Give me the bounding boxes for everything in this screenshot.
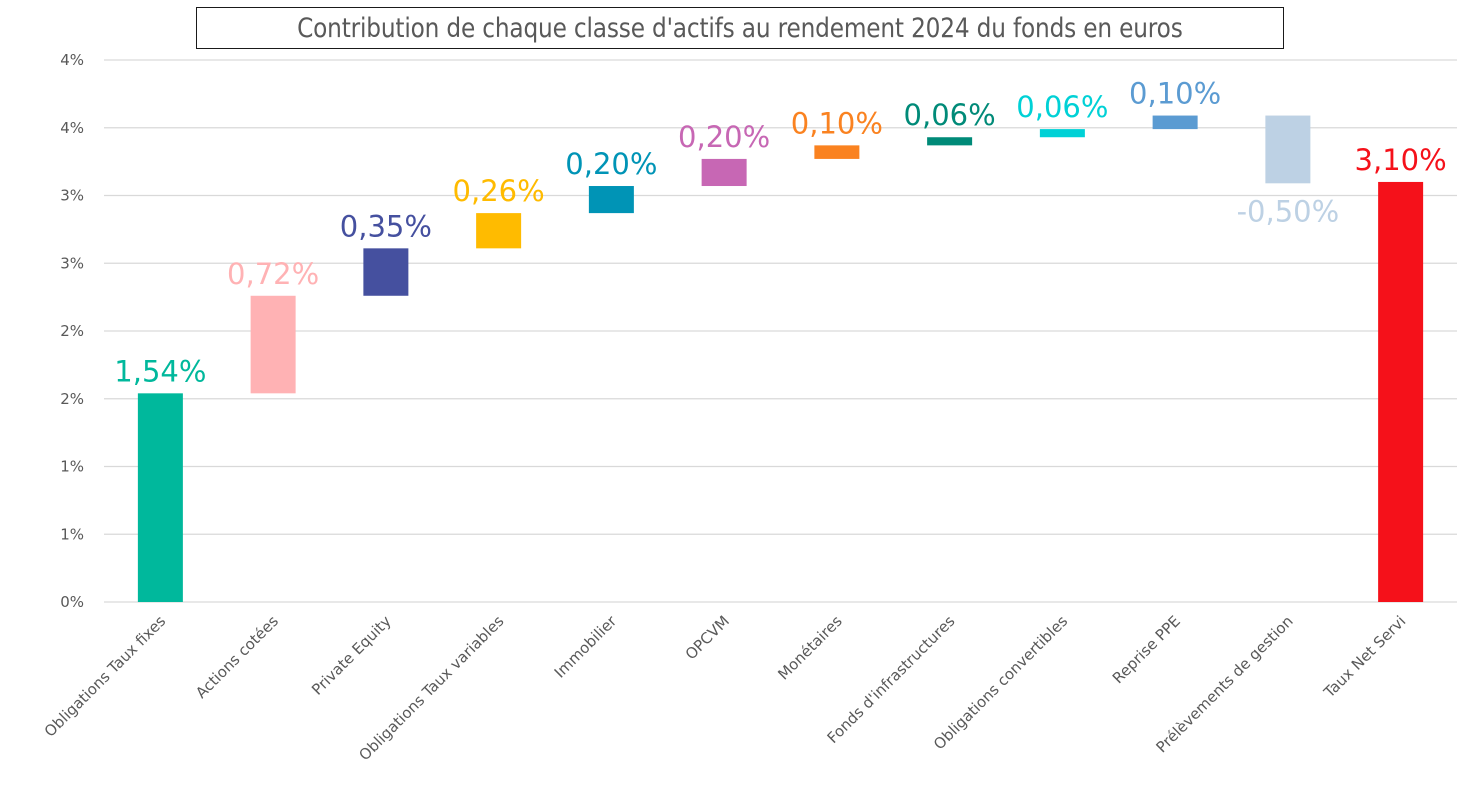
chart-title: Contribution de chaque classe d'actifs a… bbox=[297, 12, 1183, 44]
data-label: 0,20% bbox=[678, 120, 770, 154]
bars bbox=[137, 115, 1424, 602]
bar-11 bbox=[1265, 115, 1311, 184]
data-label: 0,10% bbox=[1129, 77, 1221, 111]
data-label: 3,10% bbox=[1355, 143, 1447, 177]
y-tick-label: 4% bbox=[60, 119, 84, 137]
y-axis-ticks: 0% 1% 1% 2% 2% 3% 3% 4% 4% bbox=[60, 51, 84, 611]
bar-8 bbox=[927, 137, 973, 146]
data-label: 0,06% bbox=[904, 98, 996, 132]
y-tick-label: 2% bbox=[60, 390, 84, 408]
data-label: 0,72% bbox=[227, 257, 319, 291]
data-label: 0,20% bbox=[565, 147, 657, 181]
x-tick-label: Private Equity bbox=[308, 612, 395, 699]
y-tick-label: 3% bbox=[60, 187, 84, 205]
x-tick-label: Obligations convertibles bbox=[930, 612, 1071, 753]
x-tick-label: Reprise PPE bbox=[1109, 612, 1184, 687]
bar-10 bbox=[1152, 115, 1198, 130]
bar-1 bbox=[137, 393, 183, 602]
bar-5 bbox=[588, 186, 634, 214]
data-label: 0,06% bbox=[1016, 90, 1108, 124]
data-labels: 1,54% 0,72% 0,35% 0,26% 0,20% 0,20% 0,10% 0,06%… bbox=[114, 77, 1446, 389]
bar-4 bbox=[476, 213, 522, 249]
x-tick-label: Fonds d'infrastructures bbox=[824, 612, 959, 747]
x-tick-label: Actions cotées bbox=[192, 612, 282, 702]
x-tick-label: Monétaires bbox=[774, 612, 846, 684]
bar-12 bbox=[1378, 181, 1424, 602]
bar-9 bbox=[1039, 129, 1085, 138]
bar-3 bbox=[363, 248, 409, 296]
bar-2 bbox=[250, 295, 296, 394]
y-tick-label: 4% bbox=[60, 51, 84, 69]
y-tick-label: 1% bbox=[60, 458, 84, 476]
chart-title-box: Contribution de chaque classe d'actifs a… bbox=[196, 7, 1284, 49]
bar-7 bbox=[814, 145, 860, 159]
y-tick-label: 0% bbox=[60, 593, 84, 611]
x-tick-label: OPCVM bbox=[682, 612, 733, 663]
y-tick-label: 1% bbox=[60, 525, 84, 543]
x-tick-label: Immobilier bbox=[551, 612, 621, 682]
y-tick-label: 3% bbox=[60, 254, 84, 272]
data-label: -0,50% bbox=[1237, 194, 1340, 228]
data-label: 0,10% bbox=[791, 106, 883, 140]
data-label: 1,54% bbox=[114, 354, 206, 388]
x-tick-label: Obligations Taux fixes bbox=[41, 612, 170, 741]
x-axis-ticks: Obligations Taux fixes Actions cotées Priv… bbox=[41, 612, 1410, 765]
data-label: 0,26% bbox=[453, 174, 545, 208]
bar-6 bbox=[701, 158, 747, 187]
data-label: 0,35% bbox=[340, 209, 432, 243]
x-tick-label: Taux Net Servi bbox=[1320, 612, 1410, 702]
gridlines bbox=[104, 59, 1457, 603]
y-tick-label: 2% bbox=[60, 322, 84, 340]
